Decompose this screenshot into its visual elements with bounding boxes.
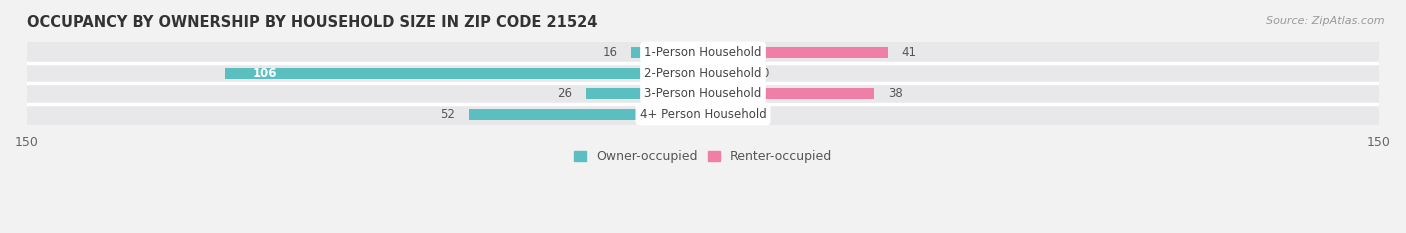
Bar [703,109,748,120]
Bar [703,68,748,79]
Text: 0: 0 [762,67,769,80]
Bar [631,47,703,58]
Legend: Owner-occupied, Renter-occupied: Owner-occupied, Renter-occupied [574,150,832,163]
Text: Source: ZipAtlas.com: Source: ZipAtlas.com [1267,16,1385,26]
Text: 52: 52 [440,108,456,121]
Text: 3-Person Household: 3-Person Household [644,87,762,100]
Bar [225,68,703,79]
Text: 4+ Person Household: 4+ Person Household [640,108,766,121]
Text: 106: 106 [252,67,277,80]
Bar [27,84,1379,104]
Text: 0: 0 [762,108,769,121]
Bar [703,47,887,58]
Bar [27,42,1379,62]
Bar [27,105,1379,125]
Text: 16: 16 [602,46,617,59]
Bar [586,89,703,99]
Text: 26: 26 [557,87,572,100]
Text: 38: 38 [887,87,903,100]
Text: 2-Person Household: 2-Person Household [644,67,762,80]
Bar [703,89,875,99]
Text: 41: 41 [901,46,917,59]
Text: 1-Person Household: 1-Person Household [644,46,762,59]
Text: OCCUPANCY BY OWNERSHIP BY HOUSEHOLD SIZE IN ZIP CODE 21524: OCCUPANCY BY OWNERSHIP BY HOUSEHOLD SIZE… [27,15,598,30]
Bar [27,63,1379,83]
Bar [468,109,703,120]
